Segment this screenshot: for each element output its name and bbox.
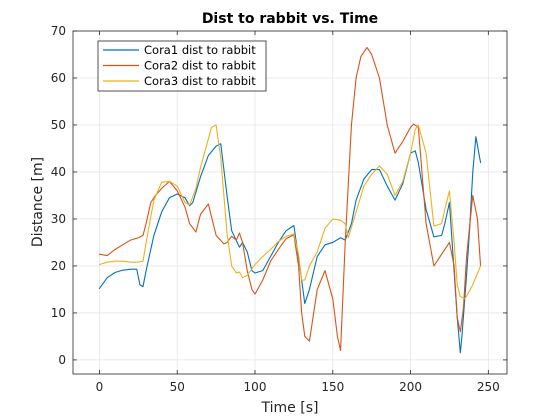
legend-label: Cora2 dist to rabbit <box>144 59 256 73</box>
x-tick-label: 50 <box>170 380 185 394</box>
y-tick-label: 20 <box>51 259 66 273</box>
axis-ticks: 0 50 100 150 200 250 0 10 20 30 40 50 60 70 <box>51 24 507 394</box>
data-series <box>98 46 482 354</box>
x-tick-label: 150 <box>321 380 344 394</box>
y-tick-label: 10 <box>51 306 66 320</box>
y-axis-label: Distance [m] <box>30 157 46 247</box>
y-tick-label: 30 <box>51 212 66 226</box>
plot-area-frame <box>72 30 508 375</box>
y-tick-label: 0 <box>58 353 66 367</box>
x-tick-label: 250 <box>477 380 500 394</box>
y-tick-label: 40 <box>51 165 66 179</box>
x-axis-label: Time [s] <box>261 400 319 416</box>
y-tick-label: 60 <box>51 71 66 85</box>
x-tick-label: 0 <box>96 380 104 394</box>
x-tick-label: 100 <box>244 380 267 394</box>
y-tick-label: 70 <box>51 24 66 38</box>
y-tick-label: 50 <box>51 118 66 132</box>
legend-label: Cora3 dist to rabbit <box>144 74 256 88</box>
series-line-cora3 <box>98 124 482 300</box>
legend-label: Cora1 dist to rabbit <box>144 43 256 57</box>
x-tick-label: 200 <box>399 380 422 394</box>
chart-title: Dist to rabbit vs. Time <box>202 11 378 27</box>
legend: Cora1 dist to rabbit Cora2 dist to rabbit… <box>97 40 267 92</box>
